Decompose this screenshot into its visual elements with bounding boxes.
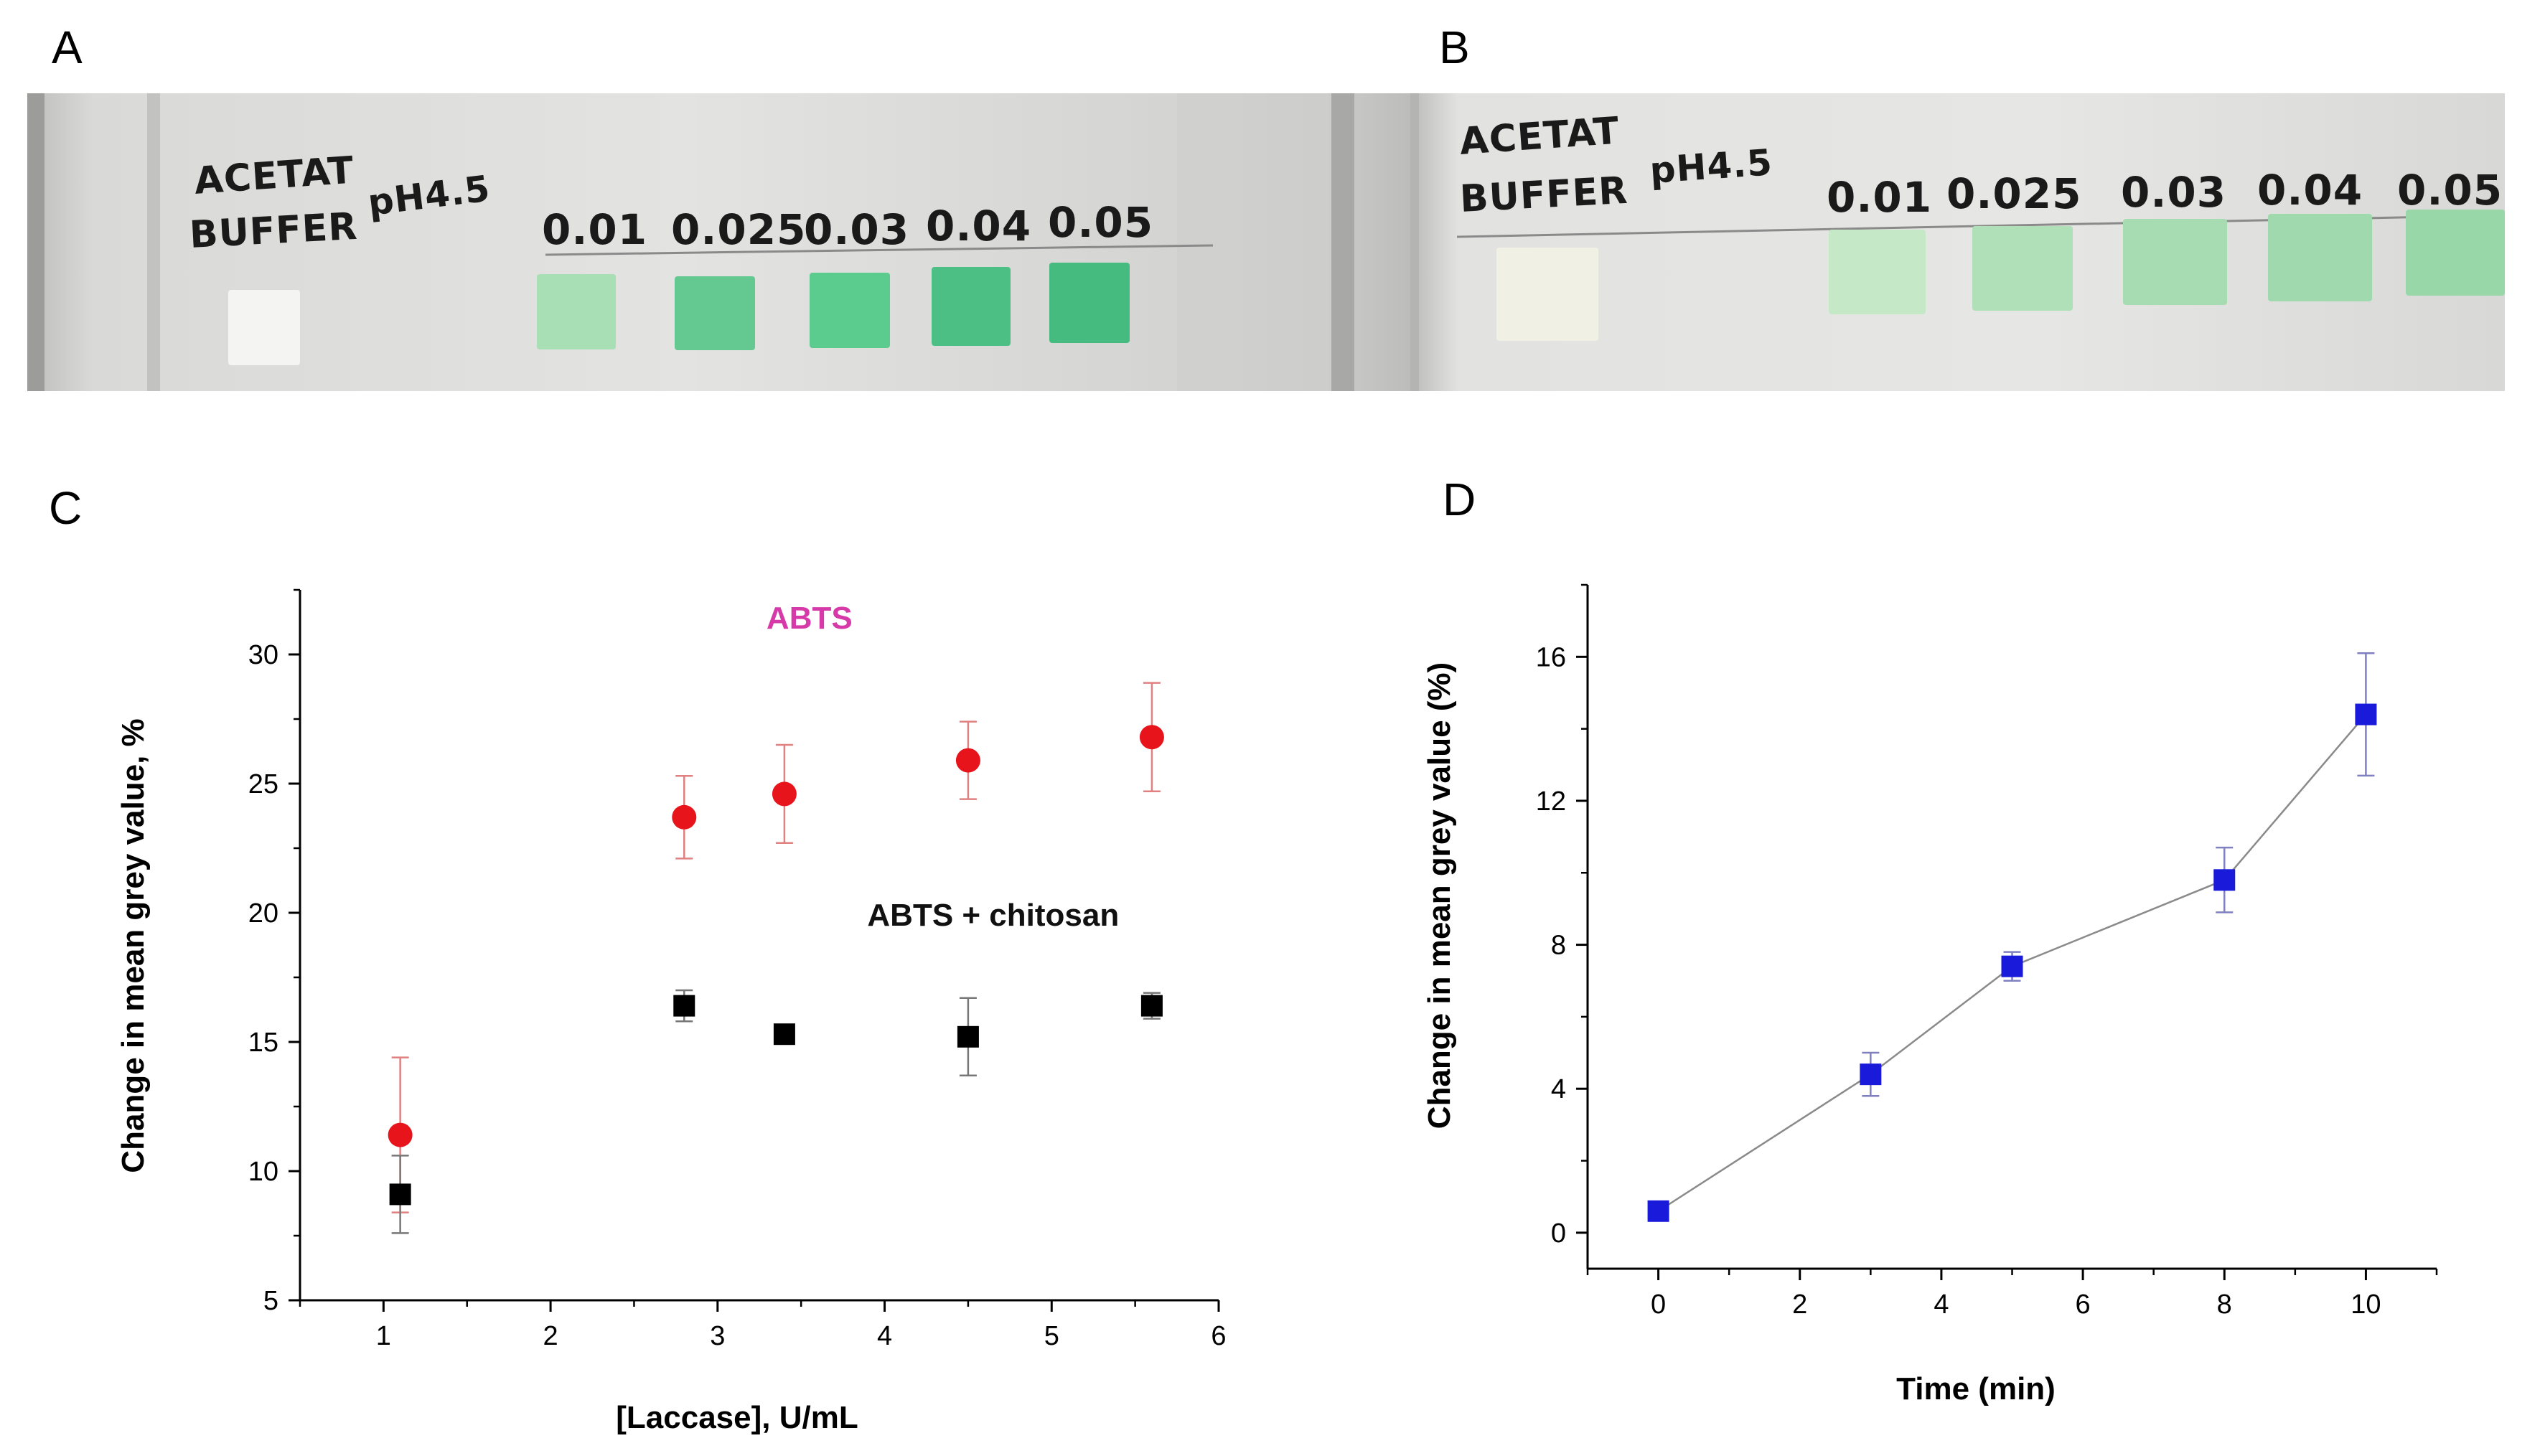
- photo-b-swatch-4: [2268, 214, 2372, 301]
- photo-a-conc-1: 0.01: [542, 205, 647, 254]
- chart-c-x-tick-label: 4: [877, 1321, 892, 1351]
- chart-d-series-1-point: [1860, 1063, 1882, 1086]
- photo-b-swatch-5: [2406, 210, 2505, 296]
- photo-a-swatch-2: [675, 276, 755, 350]
- photo-b-blank-swatch: [1496, 248, 1598, 341]
- photo-a-conc-4: 0.04: [926, 202, 1031, 250]
- photo-b-swatch-3: [2123, 219, 2227, 305]
- chart-d-series-1-point: [2355, 703, 2377, 725]
- photo-a-baseline: [545, 244, 1214, 256]
- chart-c-ticks: 1 2 3 4 5 6 5 10 15 20 25 30: [248, 588, 1227, 1351]
- chart-d-ticks: 0 2 4 6 8 10 0 4 8 12 16: [1536, 583, 2438, 1320]
- photo-a-swatch-1: [537, 274, 616, 349]
- photo-a-swatch-5: [1049, 263, 1130, 343]
- chart-c-y-tick-label: 30: [248, 640, 278, 670]
- chart-d-y-tick-label: 0: [1551, 1218, 1566, 1249]
- photo-b: ACETAT BUFFER pH4.5 0.01 0.025 0.03 0.04…: [1331, 93, 2506, 391]
- panel-letter-d: D: [1443, 474, 1476, 525]
- chart-c-series-2-point: [773, 1023, 795, 1046]
- panel-letter-c: C: [49, 482, 82, 534]
- photo-a: ACETAT BUFFER pH4.5 0.01 0.025 0.03 0.04…: [27, 93, 1342, 391]
- photo-a-left-edge: [27, 93, 44, 391]
- photo-b-conc-3: 0.03: [2121, 168, 2226, 217]
- chart-d-x-tick-label: 2: [1792, 1290, 1807, 1320]
- photo-a-conc-5: 0.05: [1048, 198, 1153, 247]
- panel-letter-b: B: [1439, 22, 1470, 73]
- chart-c-series-2-point: [957, 1025, 979, 1048]
- chart-d-x-tick-label: 10: [2351, 1290, 2381, 1320]
- chart-c-series-2-point: [1140, 995, 1163, 1017]
- chart-d-y-tick-label: 4: [1551, 1074, 1566, 1104]
- chart-c-y-axis-title: Change in mean grey value, %: [116, 718, 151, 1173]
- chart-c-x-tick-label: 2: [543, 1321, 558, 1351]
- photo-a-swatch-3: [810, 273, 890, 348]
- chart-c-x-axis-title: [Laccase], U/mL: [616, 1400, 858, 1435]
- photo-a-label-line2: BUFFER: [189, 205, 359, 257]
- chart-c-x-tick-label: 6: [1211, 1321, 1226, 1351]
- chart-c-y-tick-label: 5: [263, 1286, 278, 1316]
- photo-b-strip-edge: [1410, 93, 1419, 391]
- chart-c-y-tick-label: 20: [248, 898, 278, 929]
- chart-c-annotations: ABTS ABTS + chitosan: [767, 601, 1119, 933]
- chart-c-y-tick-label: 10: [248, 1157, 278, 1187]
- chart-d-y-tick-label: 12: [1536, 786, 1566, 817]
- chart-d-axes: [1586, 585, 2437, 1270]
- photo-a-conc-3: 0.03: [804, 205, 909, 254]
- photo-b-swatch-1: [1829, 230, 1926, 314]
- chart-d-series-1-point: [2001, 955, 2023, 977]
- photo-a-strip-edge: [147, 93, 160, 391]
- photo-a-conc-2: 0.025: [671, 205, 806, 254]
- chart-d-x-tick-label: 4: [1934, 1290, 1949, 1320]
- photo-b-conc-1: 0.01: [1827, 173, 1932, 222]
- chart-d-y-tick-label: 8: [1551, 931, 1566, 961]
- photo-a-swatch-4: [932, 267, 1011, 346]
- chart-d-y-tick-label: 16: [1536, 642, 1566, 672]
- chart-c: 1 2 3 4 5 6 5 10 15 20 25 30 ABTS ABTS + chitosan [L…: [116, 588, 1227, 1435]
- chart-c-series-2-point: [389, 1183, 411, 1206]
- chart-c-x-tick-label: 1: [376, 1321, 391, 1351]
- panel-letter-a: A: [52, 22, 83, 73]
- chart-d-x-axis-title: Time (min): [1896, 1371, 2056, 1406]
- chart-c-annotation: ABTS: [767, 601, 853, 636]
- chart-c-y-tick-label: 15: [248, 1028, 278, 1058]
- photo-b-swatch-2: [1972, 226, 2073, 311]
- chart-c-axes: [299, 590, 1219, 1302]
- chart-d-y-axis-title: Change in mean grey value (%): [1422, 662, 1457, 1129]
- chart-c-x-tick-label: 5: [1044, 1321, 1059, 1351]
- photo-b-ph: pH4.5: [1649, 141, 1774, 192]
- chart-d-x-tick-label: 0: [1651, 1290, 1666, 1320]
- chart-d-series-1-point: [2213, 869, 2236, 891]
- photo-b-label-line2: BUFFER: [1459, 169, 1629, 221]
- chart-c-series-2-point: [673, 995, 695, 1017]
- chart-d-series-1-point: [1647, 1200, 1669, 1222]
- chart-c-series-1-point: [1139, 725, 1164, 750]
- chart-d-x-tick-label: 6: [2076, 1290, 2091, 1320]
- chart-c-annotation: ABTS + chitosan: [867, 898, 1119, 933]
- chart-d: 0 2 4 6 8 10 0 4 8 12 16 Time (min) Change in mean…: [1422, 583, 2438, 1406]
- photo-b-conc-2: 0.025: [1946, 169, 2081, 218]
- chart-c-series-1-point: [955, 748, 980, 773]
- chart-c-series-1-point: [388, 1122, 413, 1147]
- chart-c-y-tick-label: 25: [248, 769, 278, 799]
- photo-b-conc-5: 0.05: [2397, 166, 2503, 215]
- chart-c-series-1-point: [772, 781, 797, 807]
- photo-b-conc-4: 0.04: [2257, 166, 2363, 215]
- photo-b-left-edge: [1331, 93, 1354, 391]
- photo-a-right-shadow: [1177, 93, 1342, 391]
- photo-a-blank-swatch: [228, 290, 300, 365]
- chart-c-marks: [388, 682, 1164, 1234]
- chart-d-x-tick-label: 8: [2217, 1290, 2232, 1320]
- chart-c-series-1-point: [672, 804, 697, 830]
- chart-c-x-tick-label: 3: [710, 1321, 725, 1351]
- chart-d-marks: [1647, 652, 2377, 1222]
